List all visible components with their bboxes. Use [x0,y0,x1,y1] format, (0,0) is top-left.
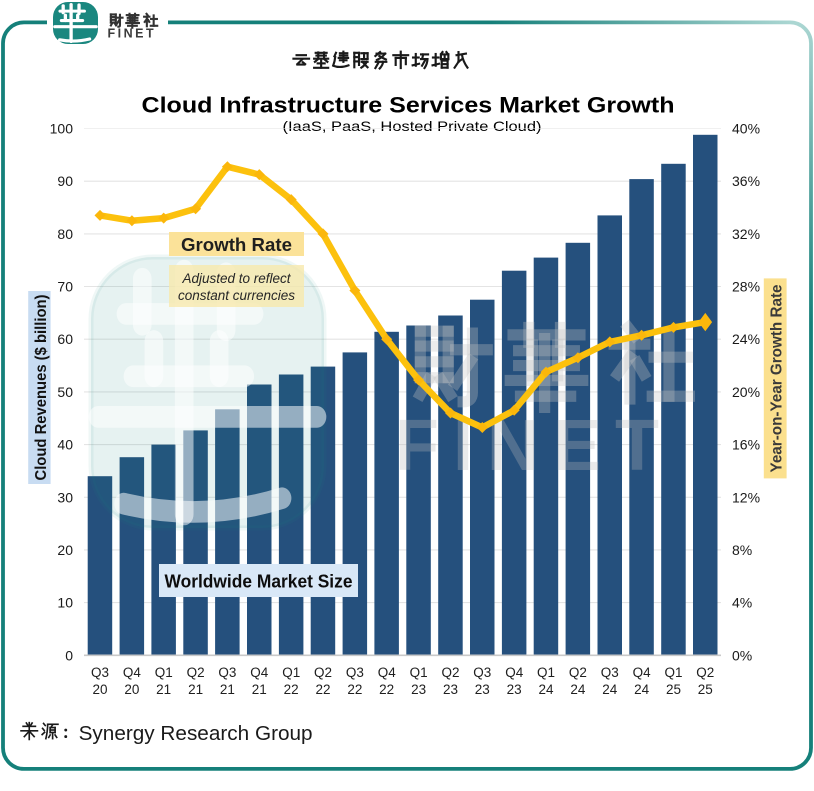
svg-text:20: 20 [57,542,73,558]
svg-text:24: 24 [570,682,586,697]
svg-text:Cloud Infrastructure Services: Cloud Infrastructure Services Market Gro… [142,93,675,118]
svg-text:22: 22 [347,682,362,697]
svg-text:Q4: Q4 [250,665,269,680]
svg-text:28%: 28% [732,279,760,295]
svg-text:Q2: Q2 [569,665,587,680]
svg-text:80: 80 [57,226,73,242]
svg-text:70: 70 [57,279,73,295]
svg-text:10: 10 [57,595,73,611]
svg-text:Q1: Q1 [537,665,555,680]
svg-text:25: 25 [666,682,681,697]
svg-text:4%: 4% [732,595,752,611]
svg-text:Q1: Q1 [664,665,682,680]
svg-text:24: 24 [602,682,618,697]
svg-text:90: 90 [57,173,73,189]
svg-text:16%: 16% [732,437,760,453]
svg-text:22: 22 [315,682,330,697]
svg-text:Growth Rate: Growth Rate [181,235,292,255]
svg-text:40: 40 [57,437,73,453]
svg-text:22: 22 [284,682,299,697]
svg-text:0: 0 [65,647,73,663]
svg-text:Worldwide Market Size: Worldwide Market Size [165,572,353,592]
svg-text:Q2: Q2 [187,665,205,680]
svg-text:22: 22 [379,682,394,697]
svg-text:FINET: FINET [108,27,157,41]
svg-text:Cloud Revenues ($ billion): Cloud Revenues ($ billion) [33,295,50,481]
svg-text:Q4: Q4 [378,665,397,680]
svg-text:12%: 12% [732,489,760,505]
svg-text:Q3: Q3 [473,665,491,680]
svg-text:23: 23 [507,682,522,697]
svg-text:23: 23 [475,682,490,697]
svg-text:21: 21 [252,682,267,697]
svg-text:Q2: Q2 [314,665,332,680]
svg-text:Q2: Q2 [696,665,714,680]
svg-text:36%: 36% [732,173,760,189]
svg-text:Q4: Q4 [123,665,142,680]
svg-text:Adjusted to reflect: Adjusted to reflect [181,271,291,286]
svg-text:Q1: Q1 [155,665,173,680]
svg-text:Q4: Q4 [505,665,524,680]
svg-text:Q1: Q1 [410,665,428,680]
svg-text:24: 24 [634,682,650,697]
svg-text:Q2: Q2 [441,665,459,680]
svg-text:constant currencies: constant currencies [178,288,295,303]
svg-text:21: 21 [156,682,171,697]
svg-text:Q3: Q3 [218,665,236,680]
svg-text:Synergy Research Group: Synergy Research Group [79,722,313,745]
svg-text:100: 100 [50,121,74,137]
svg-text:21: 21 [220,682,235,697]
svg-text:Q3: Q3 [601,665,619,680]
svg-text:20: 20 [124,682,139,697]
svg-text:50: 50 [57,384,73,400]
svg-text:Q3: Q3 [346,665,364,680]
svg-text:20: 20 [92,682,107,697]
svg-text:23: 23 [411,682,426,697]
svg-text:21: 21 [188,682,203,697]
svg-text:Year-on-Year Growth Rate: Year-on-Year Growth Rate [769,284,786,472]
svg-text:30: 30 [57,489,73,505]
svg-text:8%: 8% [732,542,752,558]
svg-text:24%: 24% [732,331,760,347]
svg-text:Q3: Q3 [91,665,109,680]
svg-text:Q1: Q1 [282,665,300,680]
svg-text:(IaaS, PaaS, Hosted Private Cl: (IaaS, PaaS, Hosted Private Cloud) [283,118,542,134]
svg-text:23: 23 [443,682,458,697]
svg-text:24: 24 [538,682,554,697]
svg-text:32%: 32% [732,226,760,242]
svg-text:25: 25 [698,682,713,697]
svg-text:Q4: Q4 [633,665,652,680]
svg-text:60: 60 [57,331,73,347]
svg-text:20%: 20% [732,384,760,400]
svg-text:0%: 0% [732,647,752,663]
svg-text:40%: 40% [732,121,760,137]
svg-text:FINET: FINET [395,406,673,486]
